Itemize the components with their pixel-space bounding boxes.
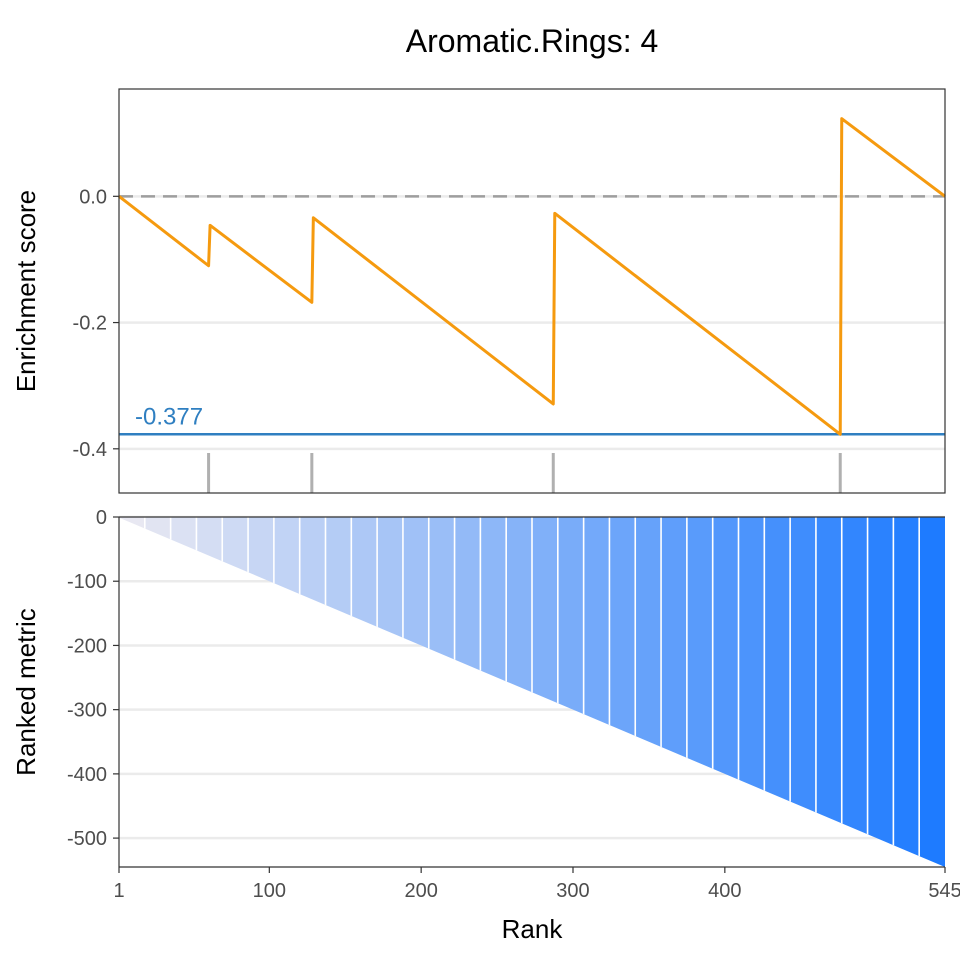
es-gridlines	[119, 195, 945, 451]
es-y-tick-label: -0.2	[73, 313, 107, 335]
rm-y-tick-label: 0	[96, 507, 107, 529]
metric-band	[841, 517, 869, 867]
running-enrichment-score-line	[118, 117, 946, 436]
rm-y-tick-label: -200	[67, 635, 107, 657]
x-tick-label: 545	[928, 880, 960, 902]
x-tick-label: 200	[404, 880, 437, 902]
rm-y-axis-title: Ranked metric	[11, 608, 41, 776]
metric-band	[170, 517, 197, 867]
metric-band	[273, 517, 301, 867]
metric-band	[738, 517, 765, 867]
rm-y-axis: 0 -100 -200 -300 -400 -500	[67, 507, 119, 850]
metric-band	[506, 517, 533, 867]
metric-band	[815, 517, 843, 867]
es-panel-border	[118, 88, 946, 494]
es-y-axis-title: Enrichment score	[11, 190, 41, 392]
metric-band	[893, 517, 920, 867]
x-tick-label: 100	[253, 880, 286, 902]
metric-band	[790, 517, 817, 867]
x-tick-label: 1	[113, 880, 124, 902]
rm-axis-lines	[118, 516, 945, 868]
metric-band	[325, 517, 352, 867]
metric-band	[377, 517, 404, 867]
metric-band	[557, 517, 585, 867]
metric-band	[144, 517, 172, 867]
rm-y-tick-label: -400	[67, 764, 107, 786]
rm-y-tick-label: -300	[67, 700, 107, 722]
plot-title: Aromatic.Rings: 4	[406, 23, 659, 59]
min-es-label: -0.377	[135, 403, 203, 430]
x-tick-label: 400	[708, 880, 741, 902]
metric-band	[351, 517, 378, 867]
ranked-metric-panel: 0 -100 -200 -300 -400 -500 1 100 200 300 400 545 R…	[11, 507, 960, 944]
metric-band	[919, 517, 945, 867]
es-y-axis: 0.0 -0.2 -0.4	[73, 186, 119, 461]
metric-band	[661, 517, 688, 867]
metric-band	[764, 517, 791, 867]
metric-band	[119, 517, 146, 867]
rm-y-tick-label: -500	[67, 828, 107, 850]
metric-band	[222, 517, 249, 867]
es-y-tick-label: 0.0	[79, 186, 107, 208]
metric-band	[635, 517, 662, 867]
metric-band	[609, 517, 636, 867]
rm-y-tick-label: -100	[67, 571, 107, 593]
es-hit-ticks	[207, 453, 842, 493]
metric-band	[583, 517, 610, 867]
metric-band	[428, 517, 456, 867]
metric-band	[480, 517, 507, 867]
rank-x-axis: 1 100 200 300 400 545	[113, 867, 960, 902]
es-y-tick-label: -0.4	[73, 439, 107, 461]
metric-band	[532, 517, 559, 867]
metric-band	[867, 517, 894, 867]
enrichment-score-panel: -0.377 0.0 -0.2 -0.4 Enrichment score	[11, 88, 946, 494]
metric-band	[299, 517, 326, 867]
metric-band	[196, 517, 223, 867]
x-tick-label: 300	[556, 880, 589, 902]
x-axis-title: Rank	[502, 914, 564, 944]
metric-band	[454, 517, 481, 867]
metric-band	[248, 517, 275, 867]
metric-band	[686, 517, 714, 867]
metric-band	[712, 517, 739, 867]
metric-band	[402, 517, 430, 867]
